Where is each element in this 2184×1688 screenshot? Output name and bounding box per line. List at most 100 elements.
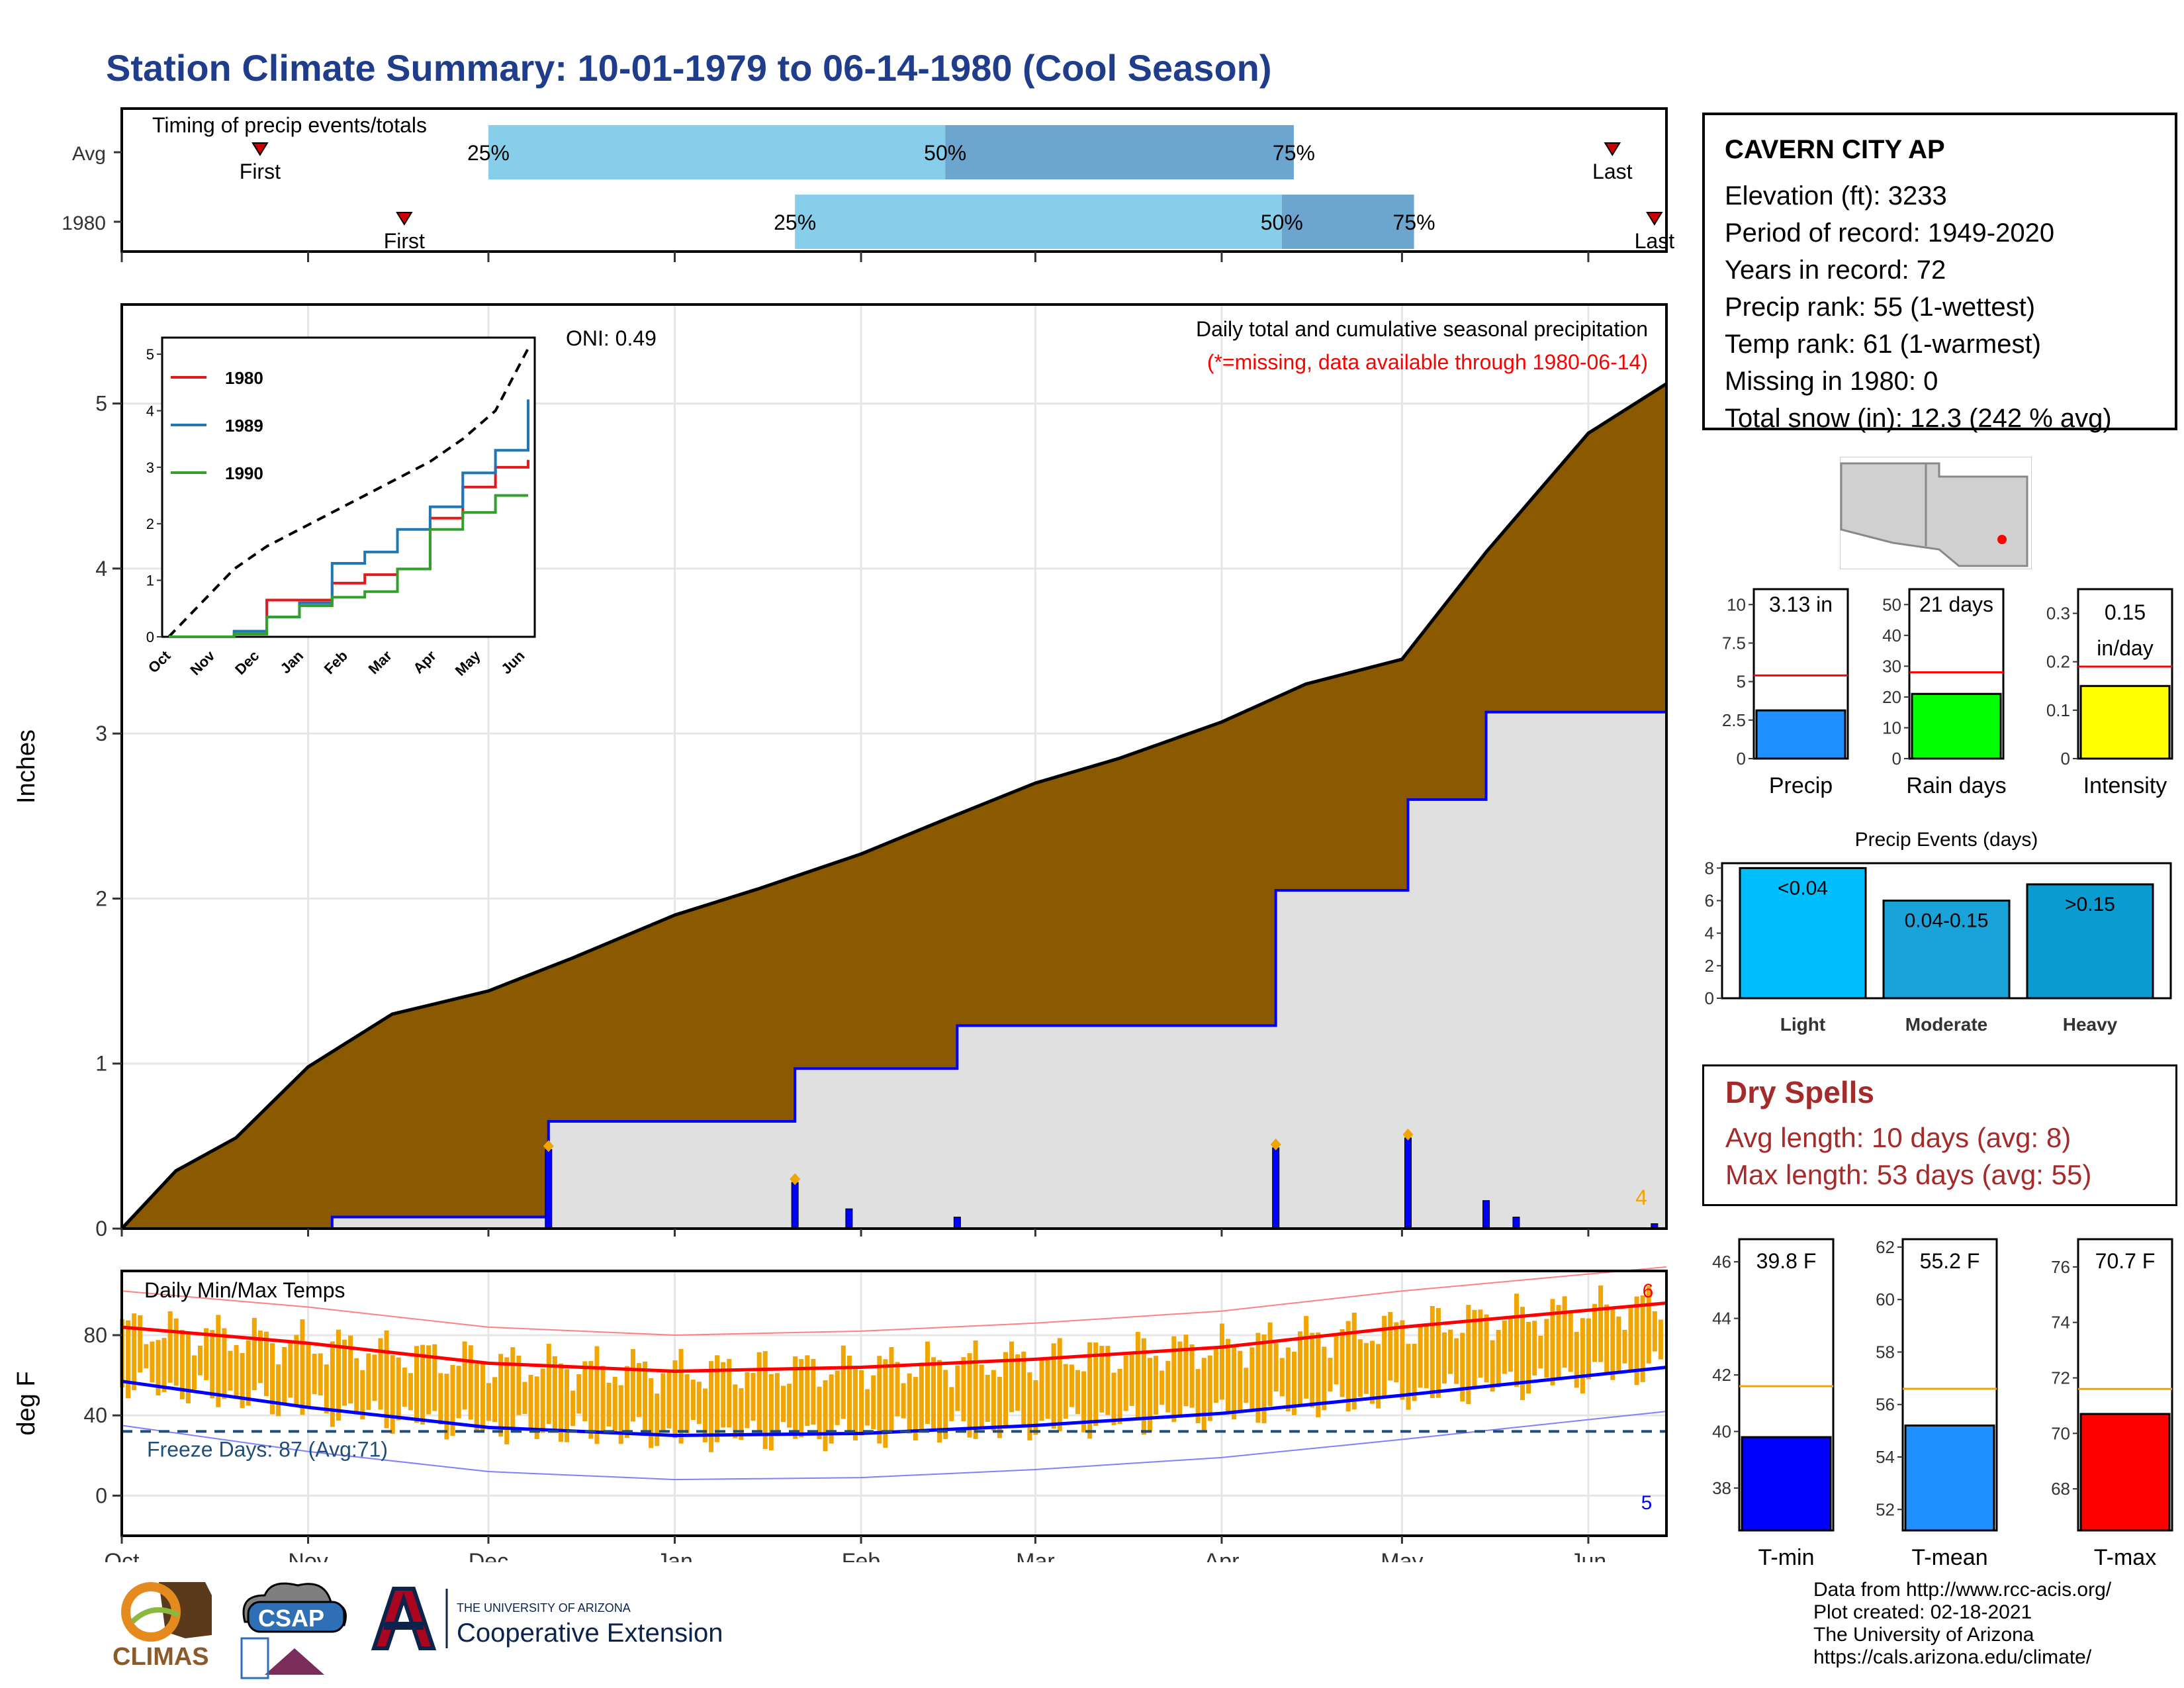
timing-first-label: First bbox=[240, 160, 281, 183]
daily-temp-bar bbox=[582, 1361, 588, 1422]
daily-temp-bar bbox=[468, 1345, 473, 1420]
daily-temp-bar bbox=[1039, 1358, 1044, 1421]
daily-temp-bar bbox=[817, 1386, 822, 1440]
tsum-category-label: T-mean bbox=[1911, 1545, 1987, 1570]
daily-temp-bar bbox=[138, 1315, 143, 1373]
daily-temp-bar bbox=[961, 1357, 966, 1422]
daily-temp-bar bbox=[1394, 1322, 1399, 1383]
daily-temp-bar bbox=[480, 1364, 485, 1431]
daily-temp-bar bbox=[684, 1374, 690, 1434]
events-bar bbox=[1882, 900, 2011, 1000]
daily-temp-bar bbox=[841, 1345, 846, 1419]
daily-temp-bar bbox=[721, 1362, 726, 1428]
inset-legend-label: 1990 bbox=[225, 463, 263, 483]
timing-last-marker bbox=[1604, 142, 1621, 156]
daily-temp-bar bbox=[1316, 1332, 1321, 1418]
month-tick-label: Jan bbox=[657, 1549, 693, 1562]
daily-precip-bar bbox=[1482, 1200, 1490, 1229]
timing-row-label: Avg bbox=[72, 143, 106, 165]
daily-temp-bar bbox=[1304, 1316, 1309, 1399]
daily-temp-bar bbox=[774, 1373, 780, 1434]
daily-temp-bar bbox=[144, 1344, 149, 1369]
daily-temp-bar bbox=[528, 1374, 533, 1429]
summary-y-tick-label: 40 bbox=[1882, 626, 1901, 645]
daily-temp-bar bbox=[1141, 1338, 1146, 1435]
main-frame bbox=[120, 303, 1668, 1230]
daily-temp-bar bbox=[360, 1370, 365, 1420]
daily-temp-bar bbox=[709, 1361, 714, 1452]
daily-temp-bar bbox=[150, 1341, 155, 1383]
events-bar-label: 0.04-0.15 bbox=[1905, 910, 1989, 932]
daily-temp-bar bbox=[979, 1364, 984, 1427]
daily-temp-bar bbox=[624, 1366, 629, 1438]
daily-temp-bar bbox=[1087, 1342, 1093, 1439]
daily-temp-bar bbox=[859, 1370, 864, 1436]
events-y-tick-label: 2 bbox=[1705, 956, 1714, 976]
daily-temp-bar bbox=[246, 1340, 251, 1406]
daily-temp-bar bbox=[925, 1341, 930, 1425]
freeze-days-label: Freeze Days: 87 (Avg:71) bbox=[147, 1437, 388, 1461]
daily-temp-bar bbox=[672, 1360, 678, 1438]
daily-temp-bar bbox=[504, 1357, 510, 1444]
footer-credits: Data from http://www.rcc-acis.org/ Plot … bbox=[1813, 1579, 2111, 1669]
daily-temp-bar bbox=[1250, 1347, 1255, 1409]
avg-tmax-line bbox=[121, 1301, 1667, 1374]
month-tick-label: Oct bbox=[105, 1549, 140, 1562]
temp-y-tick-label: 40 bbox=[83, 1403, 107, 1427]
month-tick-label: Apr bbox=[1204, 1549, 1239, 1562]
daily-temp-bar bbox=[967, 1353, 972, 1438]
daily-temp-bar bbox=[1634, 1296, 1639, 1385]
daily-temp-bar bbox=[991, 1370, 996, 1431]
temp-y-axis-label: deg F bbox=[13, 1371, 40, 1435]
daily-temp-bar bbox=[336, 1329, 341, 1421]
summary-y-tick-label: 0 bbox=[1737, 749, 1746, 769]
daily-temp-bar bbox=[161, 1338, 167, 1393]
tsum-value-label: 55.2 F bbox=[1920, 1249, 1980, 1273]
daily-temp-bar bbox=[1406, 1344, 1411, 1410]
daily-temp-bar bbox=[865, 1389, 870, 1426]
daily-temp-bar bbox=[570, 1390, 576, 1427]
daily-temp-bar bbox=[1195, 1369, 1201, 1423]
daily-temp-bar bbox=[1369, 1340, 1375, 1404]
main-y-tick-label: 5 bbox=[95, 392, 107, 416]
daily-temp-bar bbox=[456, 1366, 461, 1419]
dry-spells-max: Max length: 53 days (avg: 55) bbox=[1725, 1159, 2092, 1190]
avg-cumulative-outline bbox=[120, 382, 1668, 1230]
daily-temp-bar bbox=[690, 1380, 696, 1421]
daily-temp-bar bbox=[889, 1347, 894, 1433]
daily-temp-bar bbox=[678, 1348, 684, 1444]
temp-panel: Freeze Days: 87 (Avg:71) Daily Min/Max Te… bbox=[13, 1266, 1668, 1562]
climas-text: CLIMAS bbox=[113, 1643, 209, 1671]
daily-temp-bar bbox=[931, 1357, 936, 1431]
daily-temp-bar bbox=[715, 1355, 720, 1442]
record-min-line bbox=[121, 1411, 1667, 1481]
daily-temp-bar bbox=[432, 1344, 437, 1411]
tsum-bar bbox=[1741, 1436, 1832, 1532]
daily-temp-bar bbox=[396, 1357, 401, 1421]
temp-y-tick-label: 80 bbox=[83, 1323, 107, 1347]
page-title: Station Climate Summary: 10-01-1979 to 0… bbox=[106, 47, 1272, 89]
daily-temp-bar bbox=[702, 1388, 707, 1442]
summary-y-tick-label: 7.5 bbox=[1722, 633, 1746, 653]
tsum-value-label: 70.7 F bbox=[2095, 1249, 2156, 1273]
temp-summary-bars: 39.8 F 38 40 42 44 46 T-min 55.2 F 52 54 56 58 60 62 T… bbox=[1712, 1237, 2173, 1570]
summary-y-tick-label: 50 bbox=[1882, 594, 1901, 614]
daily-temp-bar bbox=[263, 1331, 269, 1397]
tsum-y-tick-label: 44 bbox=[1712, 1309, 1731, 1329]
daily-temp-bar bbox=[985, 1374, 990, 1422]
logos-strip: CLIMAS CSAP THE UNIVERSITY OF ARIZONA Co… bbox=[113, 1582, 723, 1679]
events-bar bbox=[1739, 867, 1867, 1000]
daily-temp-bar bbox=[805, 1355, 810, 1427]
daily-temp-bar bbox=[1255, 1333, 1261, 1423]
daily-temp-bar bbox=[167, 1311, 173, 1383]
tsum-y-tick-label: 46 bbox=[1712, 1252, 1731, 1272]
daily-temp-bar bbox=[408, 1373, 413, 1411]
timing-p50-label: 50% bbox=[1261, 211, 1303, 234]
daily-temp-bar bbox=[733, 1384, 738, 1438]
daily-temp-bar bbox=[835, 1370, 840, 1425]
daily-temp-bar bbox=[198, 1345, 203, 1376]
daily-temp-bar bbox=[1298, 1331, 1303, 1405]
daily-temp-bar bbox=[132, 1313, 137, 1391]
timing-first-label: First bbox=[384, 229, 425, 253]
summary-category-label: Precip bbox=[1769, 773, 1833, 798]
